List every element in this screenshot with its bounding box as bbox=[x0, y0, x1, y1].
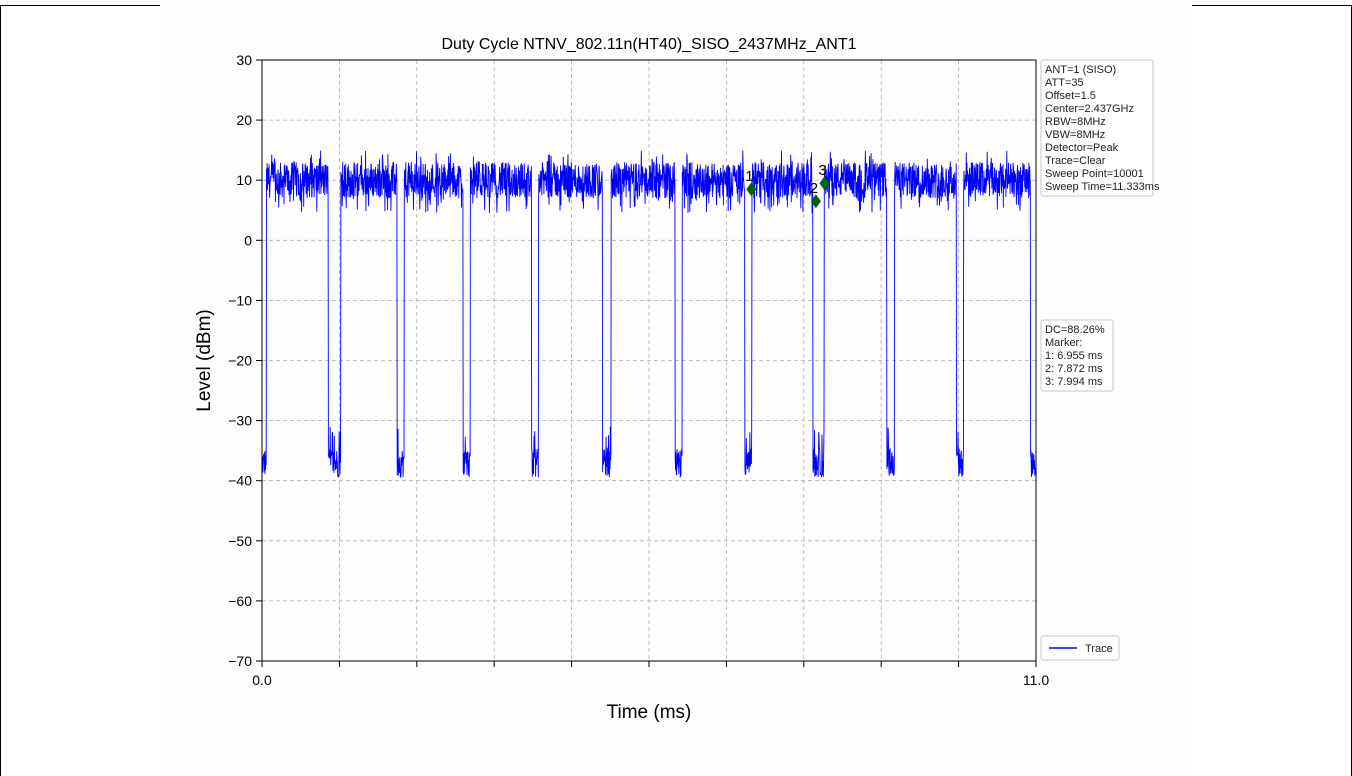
marker-diamond bbox=[810, 194, 821, 209]
y-tick-label: 10 bbox=[236, 172, 252, 188]
duty-cycle-chart: Duty Cycle NTNV_802.11n(HT40)_SISO_2437M… bbox=[194, 36, 1160, 723]
marker-label: 2 bbox=[810, 180, 818, 197]
y-tick-label: −10 bbox=[228, 292, 252, 308]
settings-info-box: ANT=1 (SISO)ATT=35Offset=1.5Center=2.437… bbox=[1040, 59, 1160, 197]
y-tick-label: −40 bbox=[228, 473, 252, 489]
frame-top-left-edge bbox=[0, 5, 160, 6]
x-axis-ticks: 0.0 11.0 bbox=[252, 661, 1049, 688]
info-box-line: 2: 7.872 ms bbox=[1045, 363, 1103, 375]
info-box-line: ATT=35 bbox=[1045, 77, 1084, 89]
info-box-line: ANT=1 (SISO) bbox=[1045, 64, 1116, 76]
x-tick-label: 0.0 bbox=[252, 672, 272, 688]
x-axis-label: Time (ms) bbox=[607, 702, 692, 723]
chart-figure: Duty Cycle NTNV_802.11n(HT40)_SISO_2437M… bbox=[160, 6, 1192, 776]
y-axis-ticks: 30 20 10 0 −10 −20 −30 −40 −50 −60 −70 bbox=[228, 52, 262, 669]
legend: Trace bbox=[1040, 635, 1120, 661]
y-tick-label: −70 bbox=[228, 653, 252, 669]
info-box-line: VBW=8MHz bbox=[1045, 129, 1105, 141]
y-tick-label: 30 bbox=[236, 52, 252, 68]
frame-left-edge bbox=[0, 5, 1, 776]
info-box-line: Detector=Peak bbox=[1045, 142, 1119, 154]
trace-series bbox=[261, 150, 1037, 478]
info-box-line: Offset=1.5 bbox=[1045, 90, 1096, 102]
chart-title: Duty Cycle NTNV_802.11n(HT40)_SISO_2437M… bbox=[442, 36, 857, 53]
info-box-line: 3: 7.994 ms bbox=[1045, 376, 1103, 388]
info-box-line: Marker: bbox=[1045, 337, 1082, 349]
y-tick-label: 0 bbox=[244, 232, 252, 248]
legend-frame bbox=[1040, 635, 1120, 661]
marker-label: 1 bbox=[745, 168, 753, 185]
marker-group: 1 23 bbox=[745, 162, 830, 209]
info-box-frame bbox=[1040, 59, 1154, 197]
marker-info-box: DC=88.26%Marker:1: 6.955 ms2: 7.872 ms3:… bbox=[1040, 319, 1114, 392]
trace-line bbox=[261, 150, 1037, 478]
info-box-line: DC=88.26% bbox=[1045, 324, 1105, 336]
y-tick-label: −50 bbox=[228, 533, 252, 549]
frame-top-right-edge bbox=[1192, 5, 1352, 6]
legend-label: Trace bbox=[1085, 643, 1113, 655]
y-tick-label: 20 bbox=[236, 112, 252, 128]
y-axis-label: Level (dBm) bbox=[194, 309, 215, 411]
info-box-line: Sweep Time=11.333ms bbox=[1045, 181, 1160, 193]
marker-label: 3 bbox=[818, 162, 826, 179]
y-tick-label: −30 bbox=[228, 413, 252, 429]
info-box-line: Sweep Point=10001 bbox=[1045, 168, 1144, 180]
marker-diamond bbox=[746, 182, 757, 197]
y-tick-label: −20 bbox=[228, 353, 252, 369]
y-tick-label: −60 bbox=[228, 593, 252, 609]
info-box-line: RBW=8MHz bbox=[1045, 116, 1106, 128]
info-box-line: Trace=Clear bbox=[1045, 155, 1106, 167]
info-box-frame bbox=[1040, 319, 1114, 392]
marker-diamond bbox=[819, 176, 830, 191]
grid-lines bbox=[262, 60, 1036, 661]
x-tick-label: 11.0 bbox=[1023, 672, 1049, 688]
info-box-line: Center=2.437GHz bbox=[1045, 103, 1134, 115]
info-box-line: 1: 6.955 ms bbox=[1045, 350, 1103, 362]
